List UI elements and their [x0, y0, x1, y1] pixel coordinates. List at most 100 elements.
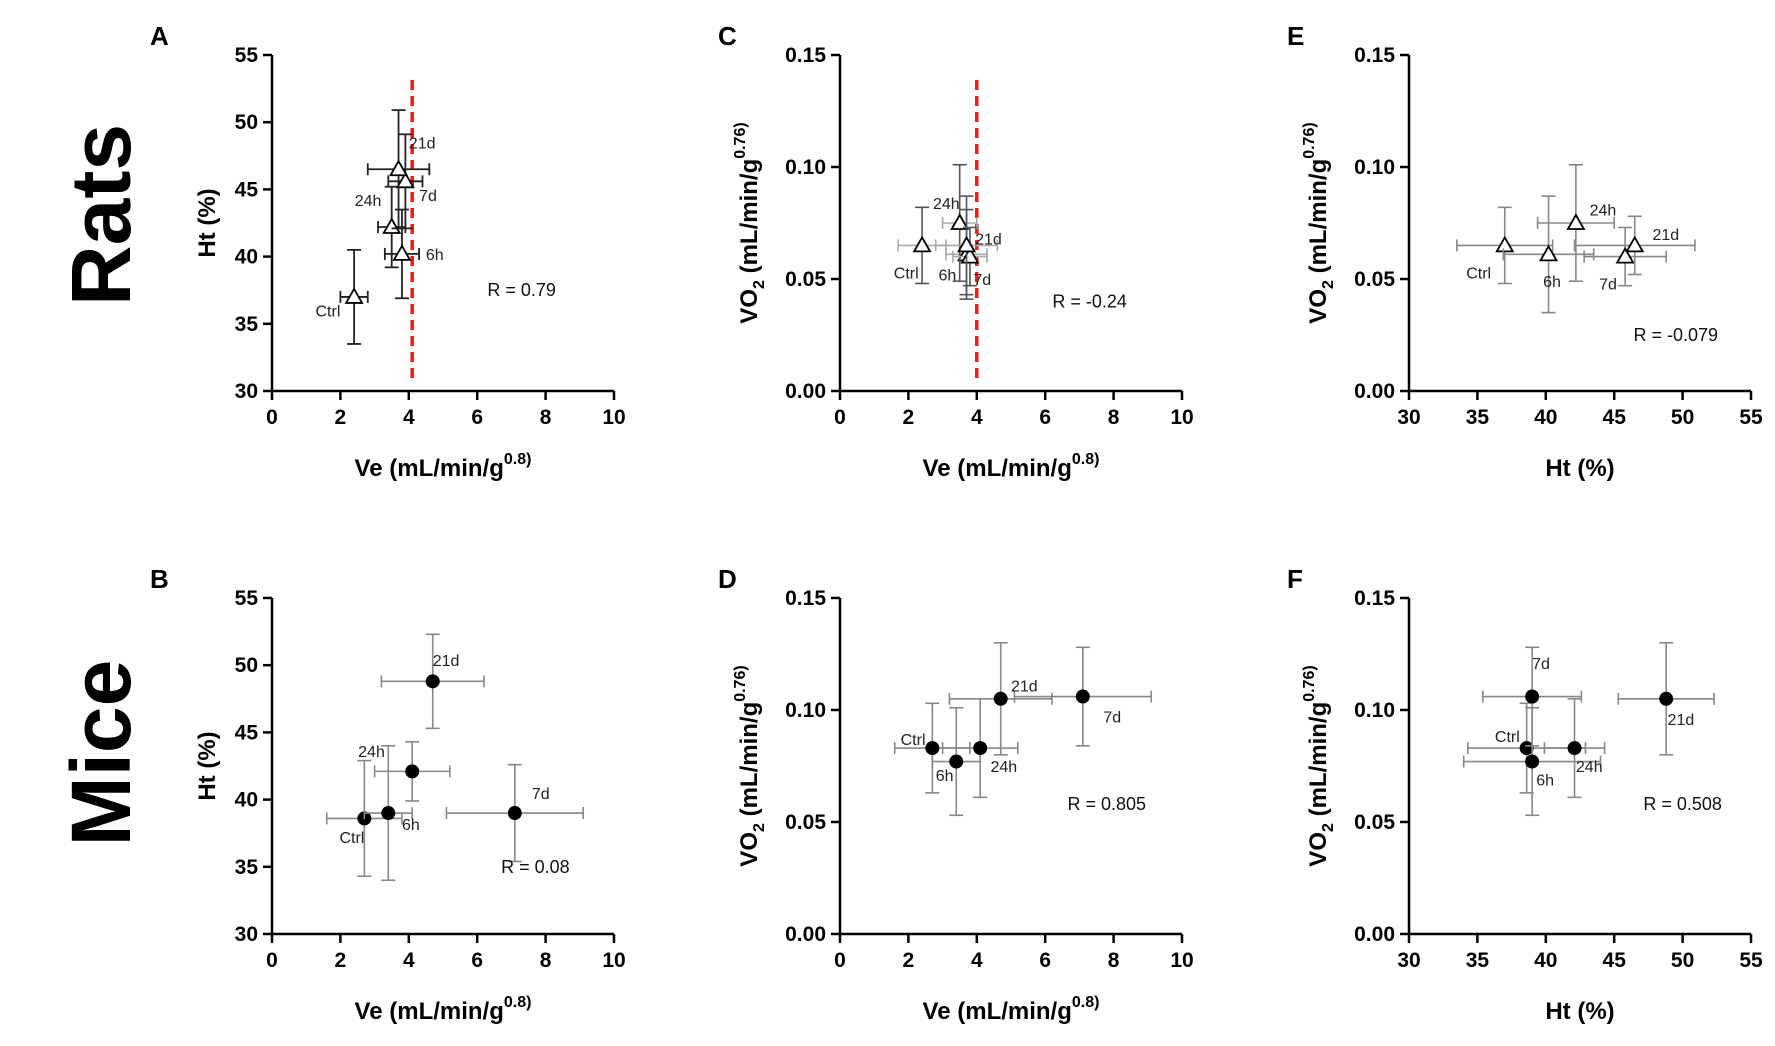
- x-axis-label-text: Ve (mL/min/g: [355, 455, 504, 482]
- x-axis-label-text: Ve (mL/min/g: [923, 455, 1072, 482]
- y-label-sub: 2: [1320, 280, 1337, 289]
- x-tick-label-f: 40: [1534, 949, 1557, 972]
- point-label: 24h: [1576, 759, 1603, 776]
- circle-marker: [1525, 754, 1540, 769]
- panel-letter-c: C: [718, 21, 737, 51]
- point-label: 7d: [1103, 710, 1121, 727]
- panel-letter-d: D: [718, 564, 737, 594]
- y-label-tail: (mL/min/g: [736, 159, 763, 280]
- panel-f: F 30 35 40 45 50 55 0.00 0.05 0.10 0.15 Ht (%) VO2 (…: [1287, 564, 1763, 1025]
- data-point-a-21d: 21d: [366, 109, 436, 230]
- triangle-marker: [1625, 235, 1645, 253]
- panel-letter-e: E: [1287, 21, 1304, 51]
- correlation-label-d: R = 0.805: [1067, 794, 1146, 814]
- y-tick-label-b: 50: [235, 654, 258, 677]
- y-tick-label-d: 0.05: [785, 811, 826, 834]
- row-label-mice: Mice: [54, 660, 148, 847]
- correlation-label-c: R = -0.24: [1052, 291, 1127, 311]
- x-axis-label-a: Ve (mL/min/g0.8): [355, 451, 532, 482]
- data-point-f-7d: 7d: [1482, 646, 1583, 747]
- y-axis-label-e: VO2 (mL/min/g0.76): [1301, 122, 1337, 323]
- y-axis-label-a: Ht (%): [194, 188, 221, 257]
- x-tick-label-c: 0: [834, 406, 846, 429]
- triangle-marker: [382, 217, 402, 234]
- y-label-tail: (mL/min/g: [1305, 702, 1332, 823]
- x-axis-label-text: Ve (mL/min/g: [923, 998, 1072, 1025]
- triangle-marker: [395, 171, 415, 189]
- y-label-main: VO: [1305, 832, 1332, 867]
- x-tick-label-d: 10: [1170, 949, 1193, 972]
- x-tick-label-c: 8: [1108, 406, 1120, 429]
- y-tick-label-b: 40: [235, 789, 258, 812]
- point-label: 21d: [1668, 712, 1695, 729]
- panel-b: B 0 2 4 6 8 10 30 35 40 45 50 55 Ve (mL/min/g0.8) Ht (…: [150, 564, 626, 1025]
- y-tick-label-c: 0.05: [785, 268, 826, 291]
- y-axis-label-text-a: Ht (%): [194, 188, 221, 257]
- data-point-e-6h: 6h: [1502, 195, 1595, 314]
- data-point-d-7d: 7d: [1013, 646, 1153, 747]
- x-tick-label-a: 10: [602, 406, 625, 429]
- data-point-c-24h: 24h: [933, 163, 978, 283]
- x-tick-label-e: 35: [1466, 406, 1490, 429]
- point-label: Ctrl: [1466, 265, 1491, 282]
- y-tick-label-b: 55: [235, 587, 259, 610]
- y-label-tail: (mL/min/g: [1305, 159, 1332, 280]
- y-tick-label-b: 45: [235, 721, 259, 744]
- y-tick-label-a: 55: [235, 44, 259, 67]
- x-tick-label-d: 0: [834, 949, 846, 972]
- y-tick-label-e: 0.05: [1354, 268, 1395, 291]
- panel-letter-a: A: [150, 21, 169, 51]
- y-tick-label-a: 50: [235, 111, 258, 134]
- y-tick-label-a: 40: [235, 246, 258, 269]
- y-label-sup: 0.76): [1301, 665, 1318, 701]
- data-point-f-21d: 21d: [1617, 641, 1715, 756]
- y-label-tail: (mL/min/g: [736, 702, 763, 823]
- x-axis-label-text: Ht (%): [1545, 998, 1614, 1025]
- triangle-marker: [392, 244, 412, 261]
- data-point-b-7d: 7d: [445, 763, 585, 863]
- y-axis-label-d: VO2 (mL/min/g0.76): [732, 665, 768, 866]
- point-label: 6h: [402, 817, 420, 834]
- y-label-sub: 2: [1320, 823, 1337, 832]
- point-label: 21d: [975, 232, 1002, 249]
- triangle-marker: [388, 159, 409, 177]
- x-tick-label-e: 30: [1397, 406, 1420, 429]
- data-point-d-24h: 24h: [941, 697, 1019, 799]
- panel-c: C 0 2 4 6 8 10 0.00 0.05 0.10 0.15 Ve (mL/min/g0.8)…: [718, 21, 1194, 482]
- x-tick-label-d: 6: [1039, 949, 1051, 972]
- point-label: 24h: [990, 759, 1017, 776]
- x-tick-label-b: 2: [335, 949, 347, 972]
- point-label: 6h: [1536, 772, 1554, 789]
- circle-marker: [1075, 689, 1090, 704]
- point-label: 6h: [938, 268, 956, 285]
- x-tick-label-f: 55: [1739, 949, 1763, 972]
- point-label: 6h: [1543, 274, 1561, 291]
- y-label-main: Ht (%): [194, 731, 221, 800]
- y-tick-label-b: 30: [235, 923, 258, 946]
- y-tick-label-e: 0.15: [1354, 44, 1395, 67]
- y-tick-label-b: 35: [235, 856, 259, 879]
- triangle-marker: [1495, 235, 1515, 253]
- triangle-marker: [956, 235, 977, 253]
- y-axis-label-text-c: VO2 (mL/min/g0.76): [732, 122, 768, 323]
- data-point-e-24h: 24h: [1536, 163, 1616, 283]
- y-tick-label-f: 0.05: [1354, 811, 1395, 834]
- data-point-a-6h: 6h: [383, 208, 444, 300]
- data-point-d-21d: 21d: [948, 641, 1053, 756]
- x-axis-label-sup: 0.8): [504, 994, 532, 1011]
- y-axis-label-text-f: VO2 (mL/min/g0.76): [1301, 665, 1337, 866]
- triangle-marker: [1538, 244, 1559, 262]
- point-label: 21d: [433, 653, 460, 670]
- x-tick-label-c: 4: [971, 406, 983, 429]
- y-label-main: VO: [1305, 289, 1332, 324]
- x-axis-label-d: Ve (mL/min/g0.8): [923, 994, 1100, 1025]
- correlation-label-a: R = 0.79: [487, 280, 556, 300]
- x-tick-label-a: 0: [266, 406, 278, 429]
- y-tick-label-f: 0.10: [1354, 699, 1395, 722]
- x-tick-label-c: 2: [903, 406, 915, 429]
- point-label: Ctrl: [316, 303, 341, 320]
- data-point-a-7d: 7d: [387, 133, 437, 230]
- y-axis-label-text-d: VO2 (mL/min/g0.76): [732, 665, 768, 866]
- data-point-b-21d: 21d: [380, 633, 485, 730]
